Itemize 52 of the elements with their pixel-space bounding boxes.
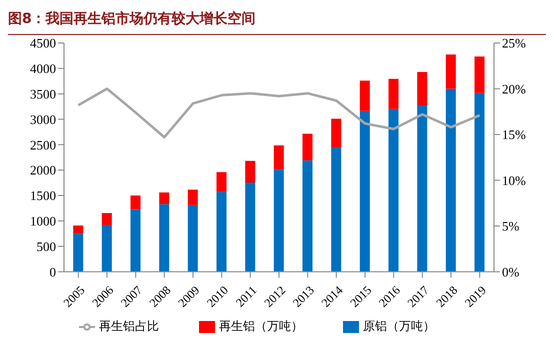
y2-tick-label: 0% [502,264,520,280]
bar [388,78,399,109]
bar [388,108,399,272]
y-tick-label: 2000 [30,162,56,178]
bar [446,88,456,272]
bar [360,110,370,272]
y-tick-label: 1000 [30,214,56,229]
bar [159,204,170,272]
y2-tick-label: 5% [502,218,520,234]
bar [360,80,370,111]
y-tick-label: 2500 [30,137,56,152]
y-tick-label: 500 [36,238,56,254]
bar [302,134,313,160]
y-tick-label: 1500 [30,188,56,204]
bar [102,224,112,272]
legend-label: 原铝（万吨） [363,318,435,333]
y2-tick-label: 10% [502,172,526,188]
x-tick-label: 2011 [232,283,260,310]
bar [130,196,141,210]
bar [102,213,112,225]
bar [331,118,342,147]
bar [331,146,342,272]
bar [446,54,456,89]
line-series [77,88,481,138]
bar [245,182,256,272]
bar [216,191,227,272]
bar [188,204,198,272]
bar [73,234,84,272]
y2-tick-label: 15% [502,127,526,142]
bar [73,225,84,234]
bar [417,106,428,272]
legend-label: 再生铝占比 [99,318,159,333]
bar [216,172,227,192]
bar [274,145,284,170]
y-tick-label: 3000 [30,112,56,127]
legend-label: 再生铝（万吨） [219,318,303,333]
bar [245,160,256,183]
bar [274,169,284,272]
y-tick-label: 4500 [30,36,56,51]
chart-title: 图8：我国再生铝市场仍有较大增长空间 [8,8,546,35]
y2-tick-label: 20% [502,81,526,96]
y-tick-label: 3500 [30,86,56,102]
bar [159,192,170,204]
y-tick-label: 0 [50,264,56,280]
y-tick-label: 4000 [30,61,56,76]
bar [474,92,485,272]
bar [188,190,198,205]
y2-tick-label: 25% [502,36,526,51]
bar [417,72,428,106]
bar [302,160,313,272]
bar [474,56,485,93]
bar [130,209,141,272]
